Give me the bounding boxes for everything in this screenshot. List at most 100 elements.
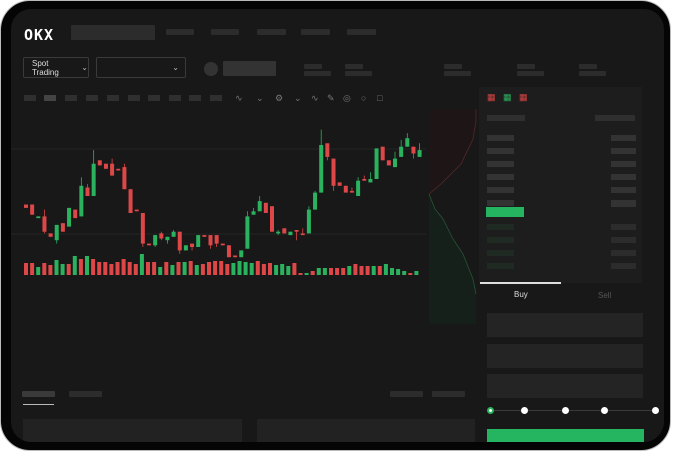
nav-item[interactable]	[301, 29, 330, 35]
target-icon[interactable]: ◎	[343, 93, 351, 103]
candle-body	[386, 160, 391, 166]
pencil-icon[interactable]: ✎	[327, 93, 335, 103]
volume-bar	[139, 254, 144, 275]
timeframe-button[interactable]	[44, 95, 56, 101]
chart-type-icon[interactable]: ⌄	[256, 93, 264, 103]
price-input[interactable]	[487, 313, 643, 337]
ask-amount	[611, 201, 636, 207]
orders-panel	[23, 419, 242, 442]
volume-bar	[353, 264, 358, 275]
timeframe-button[interactable]	[148, 95, 160, 101]
candle-body	[319, 145, 324, 193]
slider-step-100[interactable]	[652, 407, 659, 414]
timeframe-button[interactable]	[169, 95, 181, 101]
nav-item[interactable]	[347, 29, 376, 35]
settings-icon[interactable]: ⚙	[275, 93, 284, 103]
chevron-down-icon[interactable]: ⌄	[294, 93, 302, 103]
slider-step-25[interactable]	[521, 407, 528, 414]
timeframe-button[interactable]	[65, 95, 77, 101]
filter-button[interactable]	[390, 391, 423, 397]
depth-asks-area	[429, 109, 476, 194]
volume-bar	[103, 262, 108, 275]
total-input[interactable]	[487, 374, 643, 398]
volume-bar	[304, 273, 309, 275]
volume-bar	[133, 264, 138, 275]
ask-amount	[611, 135, 636, 141]
depth-bids-area	[429, 194, 476, 324]
price-display	[223, 61, 276, 76]
nav-item[interactable]	[166, 29, 194, 35]
candle-body	[159, 233, 164, 239]
candle-body	[294, 230, 299, 232]
tab-open-orders[interactable]	[22, 391, 55, 397]
volume-bar	[85, 256, 89, 275]
ask-amount	[611, 148, 636, 154]
orderbook-both-icon[interactable]: ▦	[487, 92, 496, 102]
search-bar[interactable]	[71, 25, 155, 40]
candle-body	[233, 255, 238, 258]
tab-buy[interactable]: Buy	[514, 290, 528, 299]
candle-body	[343, 185, 348, 193]
timeframe-button[interactable]	[210, 95, 222, 101]
candle-body	[42, 216, 47, 232]
filter-button[interactable]	[432, 391, 465, 397]
timeframe-button[interactable]	[189, 95, 201, 101]
candle-body	[306, 209, 311, 234]
buy-button[interactable]	[487, 429, 644, 442]
volume-bar	[127, 262, 132, 275]
volume-bar	[200, 264, 205, 275]
volume-bar	[274, 265, 279, 275]
orderbook-bids-icon[interactable]: ▦	[503, 92, 512, 102]
active-tab-underline	[23, 404, 54, 405]
ask-amount	[611, 187, 636, 193]
candle-body	[79, 185, 84, 217]
volume-bar	[91, 259, 96, 275]
slider-handle[interactable]	[487, 407, 494, 414]
volume-bar	[194, 265, 199, 275]
timeframe-button[interactable]	[128, 95, 140, 101]
candle-body	[276, 231, 281, 234]
timeframe-button[interactable]	[24, 95, 36, 101]
expand-icon[interactable]: □	[377, 93, 383, 103]
ask-price	[487, 200, 514, 206]
volume-bar	[280, 264, 285, 275]
volume-bar	[292, 263, 297, 275]
slider-step-75[interactable]	[601, 407, 608, 414]
stat-value	[517, 71, 544, 76]
volume-bar	[268, 263, 272, 275]
timeframe-button[interactable]	[86, 95, 98, 101]
candle-body	[153, 235, 158, 246]
orderbook-asks-icon[interactable]: ▦	[519, 92, 528, 102]
slider-track[interactable]	[491, 410, 659, 411]
volume-bar	[341, 268, 346, 275]
okx-logo[interactable]: OKX	[24, 26, 55, 44]
candle-body	[116, 168, 121, 171]
volume-bar	[377, 266, 382, 275]
pair-selector[interactable]: ⌄	[96, 57, 186, 78]
volume-bar	[286, 266, 291, 275]
amount-input[interactable]	[487, 344, 643, 368]
nav-item[interactable]	[257, 29, 286, 35]
volume-bar	[30, 263, 35, 275]
bid-price	[487, 263, 514, 269]
candle-body	[147, 243, 151, 246]
slider-step-50[interactable]	[562, 407, 569, 414]
assets-panel	[257, 419, 475, 442]
nav-item[interactable]	[211, 29, 239, 35]
candlestick-chart[interactable]	[11, 109, 481, 369]
volume-bar	[261, 264, 266, 275]
indicator-icon[interactable]: ∿	[235, 93, 243, 103]
tab-sell[interactable]: Sell	[598, 291, 612, 300]
active-tab-indicator	[480, 282, 561, 284]
circle-icon[interactable]: ○	[361, 93, 367, 103]
volume-bar	[316, 268, 321, 275]
line-tool-icon[interactable]: ∿	[311, 93, 319, 103]
market-type-dropdown[interactable]: Spot Trading ⌄	[23, 57, 89, 78]
candle-body	[251, 211, 256, 215]
tab-order-history[interactable]	[69, 391, 102, 397]
candle-body	[405, 138, 410, 147]
volume-bar	[152, 262, 157, 275]
volume-bar	[414, 271, 419, 275]
timeframe-button[interactable]	[107, 95, 119, 101]
stat-value	[345, 71, 372, 76]
